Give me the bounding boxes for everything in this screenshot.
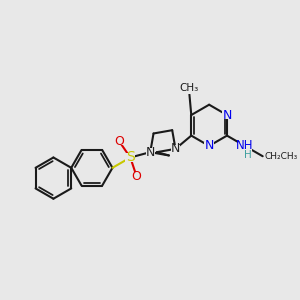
FancyBboxPatch shape (171, 145, 180, 153)
Text: N: N (204, 140, 214, 152)
Text: S: S (126, 151, 135, 164)
Text: NH: NH (236, 140, 254, 152)
Text: CH₂CH₃: CH₂CH₃ (265, 152, 298, 161)
Text: O: O (132, 169, 141, 182)
Text: H: H (244, 150, 251, 160)
Text: O: O (114, 134, 124, 148)
FancyBboxPatch shape (238, 142, 252, 150)
FancyBboxPatch shape (205, 142, 214, 150)
FancyBboxPatch shape (114, 137, 124, 145)
FancyBboxPatch shape (146, 148, 155, 156)
FancyBboxPatch shape (132, 172, 141, 180)
Text: CH₃: CH₃ (180, 83, 199, 94)
Text: N: N (171, 142, 180, 155)
FancyBboxPatch shape (125, 153, 136, 162)
Text: N: N (146, 146, 155, 159)
FancyBboxPatch shape (222, 111, 232, 119)
Text: N: N (222, 109, 232, 122)
